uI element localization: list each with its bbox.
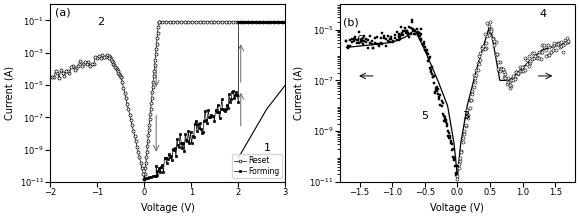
Reset (125, 108, 132, 110)
Reset (282, 21, 289, 23)
Text: (b): (b) (343, 17, 359, 27)
Forming (235, 21, 242, 23)
Y-axis label: Current (A): Current (A) (4, 66, 14, 120)
Text: (a): (a) (55, 7, 71, 17)
Legend: Reset, Forming: Reset, Forming (232, 154, 281, 178)
Text: 3: 3 (463, 111, 470, 121)
Y-axis label: Current (A): Current (A) (294, 66, 303, 120)
Text: 5: 5 (422, 111, 428, 121)
Reset (166, 21, 173, 23)
Text: 1: 1 (264, 143, 271, 153)
Reset (47, 75, 54, 78)
X-axis label: Voltage (V): Voltage (V) (141, 203, 195, 213)
Forming (247, 21, 254, 23)
Line: Forming: Forming (143, 21, 287, 180)
Forming (148, 176, 155, 178)
Forming (141, 178, 148, 180)
Line: Reset: Reset (49, 20, 287, 181)
X-axis label: Voltage (V): Voltage (V) (430, 203, 484, 213)
Forming (146, 176, 153, 179)
Text: 2: 2 (97, 17, 105, 27)
Reset (155, 20, 162, 23)
Text: 6: 6 (356, 35, 363, 45)
Reset (75, 64, 82, 67)
Reset (107, 56, 113, 59)
Forming (282, 21, 289, 23)
Reset (141, 178, 148, 180)
Forming (182, 132, 189, 135)
Forming (232, 93, 239, 96)
Text: 4: 4 (539, 10, 546, 20)
Reset (59, 72, 66, 75)
Reset (131, 135, 138, 137)
Forming (268, 21, 275, 23)
